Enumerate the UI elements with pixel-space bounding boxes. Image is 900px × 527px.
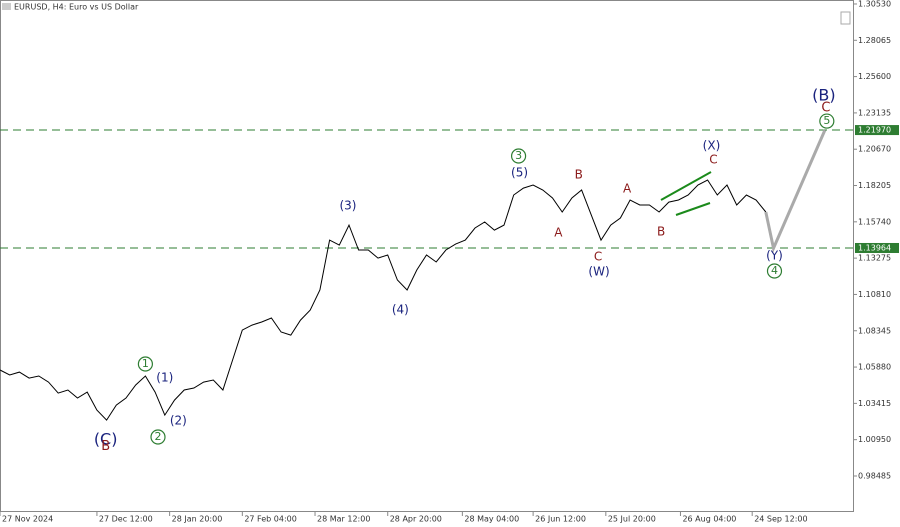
- y-tick-label: 1.05880: [858, 363, 891, 372]
- y-tick-label: 1.13275: [858, 254, 891, 263]
- annotation-circle: [819, 113, 835, 129]
- wave-label: C: [821, 100, 830, 115]
- wave-label: 3: [515, 149, 522, 162]
- x-tick-label: 27 Feb 04:00: [244, 515, 296, 524]
- wave-label: C: [594, 250, 602, 264]
- level-label: 1.13964: [858, 243, 891, 252]
- y-tick-label: 1.23135: [858, 108, 891, 117]
- wave-label: B: [101, 439, 110, 454]
- level-box: [855, 242, 899, 253]
- wave-label: (Y): [766, 249, 783, 263]
- annotation-circle: [137, 356, 153, 372]
- wave-label: 5: [823, 114, 830, 127]
- y-tick-label: 1.28065: [858, 36, 891, 45]
- plot-frame: [0, 0, 854, 512]
- wave-label: (X): [703, 138, 721, 152]
- y-tick-label: 1.25600: [858, 72, 891, 81]
- x-tick-label: 28 Apr 20:00: [390, 515, 442, 524]
- y-tick-label: 1.03415: [858, 399, 891, 408]
- y-tick-label: 0.98485: [858, 471, 891, 480]
- channel-line: [675, 202, 711, 216]
- y-tick-label: 1.00950: [858, 435, 891, 444]
- wave-label: (W): [588, 265, 609, 279]
- chart-title: EURUSD, H4: Euro vs US Dollar: [14, 3, 139, 12]
- symbol-icon: [2, 3, 11, 10]
- x-tick-label: 26 Aug 04:00: [682, 515, 736, 524]
- x-tick-label: 25 Jul 20:00: [608, 515, 656, 524]
- wave-label: A: [623, 181, 632, 195]
- wave-label: 2: [154, 430, 161, 443]
- wave-label: B: [575, 167, 583, 181]
- wave-label: C: [709, 152, 717, 166]
- level-box: [855, 125, 899, 136]
- y-tick-label: 1.18205: [858, 181, 891, 190]
- annotation-circle: [510, 148, 527, 164]
- wave-label: (2): [170, 414, 187, 428]
- y-tick-label: 1.08345: [858, 326, 891, 335]
- wave-label: (C): [94, 430, 118, 449]
- wave-label: 1: [142, 357, 149, 370]
- wave-label: B: [657, 224, 665, 238]
- panel-icon: [840, 11, 851, 25]
- channel-line: [660, 171, 712, 201]
- annotation-circle: [766, 263, 783, 279]
- annotation-circle: [150, 429, 166, 445]
- x-tick-label: 28 May 04:00: [464, 515, 519, 524]
- y-tick-label: 1.20670: [858, 145, 891, 154]
- x-tick-label: 27 Dec 12:00: [99, 515, 153, 524]
- wave-label: (5): [511, 166, 528, 180]
- x-tick-label: 26 Jun 12:00: [535, 515, 586, 524]
- x-tick-label: 28 Jan 20:00: [172, 515, 223, 524]
- y-tick-label: 1.15740: [858, 217, 891, 226]
- level-label: 1.21970: [858, 126, 891, 135]
- y-tick-label: 1.10810: [858, 290, 891, 299]
- wave-label: (1): [156, 371, 173, 385]
- wave-label: A: [554, 226, 563, 240]
- wave-label: (B): [812, 86, 835, 105]
- x-tick-label: 24 Sep 12:00: [754, 515, 807, 524]
- x-tick-label: 27 Nov 2024: [2, 515, 53, 524]
- wave-label: (4): [392, 303, 409, 317]
- wave-label: (3): [339, 199, 356, 213]
- price-line: [0, 179, 767, 421]
- projection-line: [764, 129, 827, 254]
- wave-label: 4: [771, 264, 778, 277]
- x-tick-label: 28 Mar 12:00: [317, 515, 370, 524]
- y-tick-label: 1.30530: [858, 0, 891, 8]
